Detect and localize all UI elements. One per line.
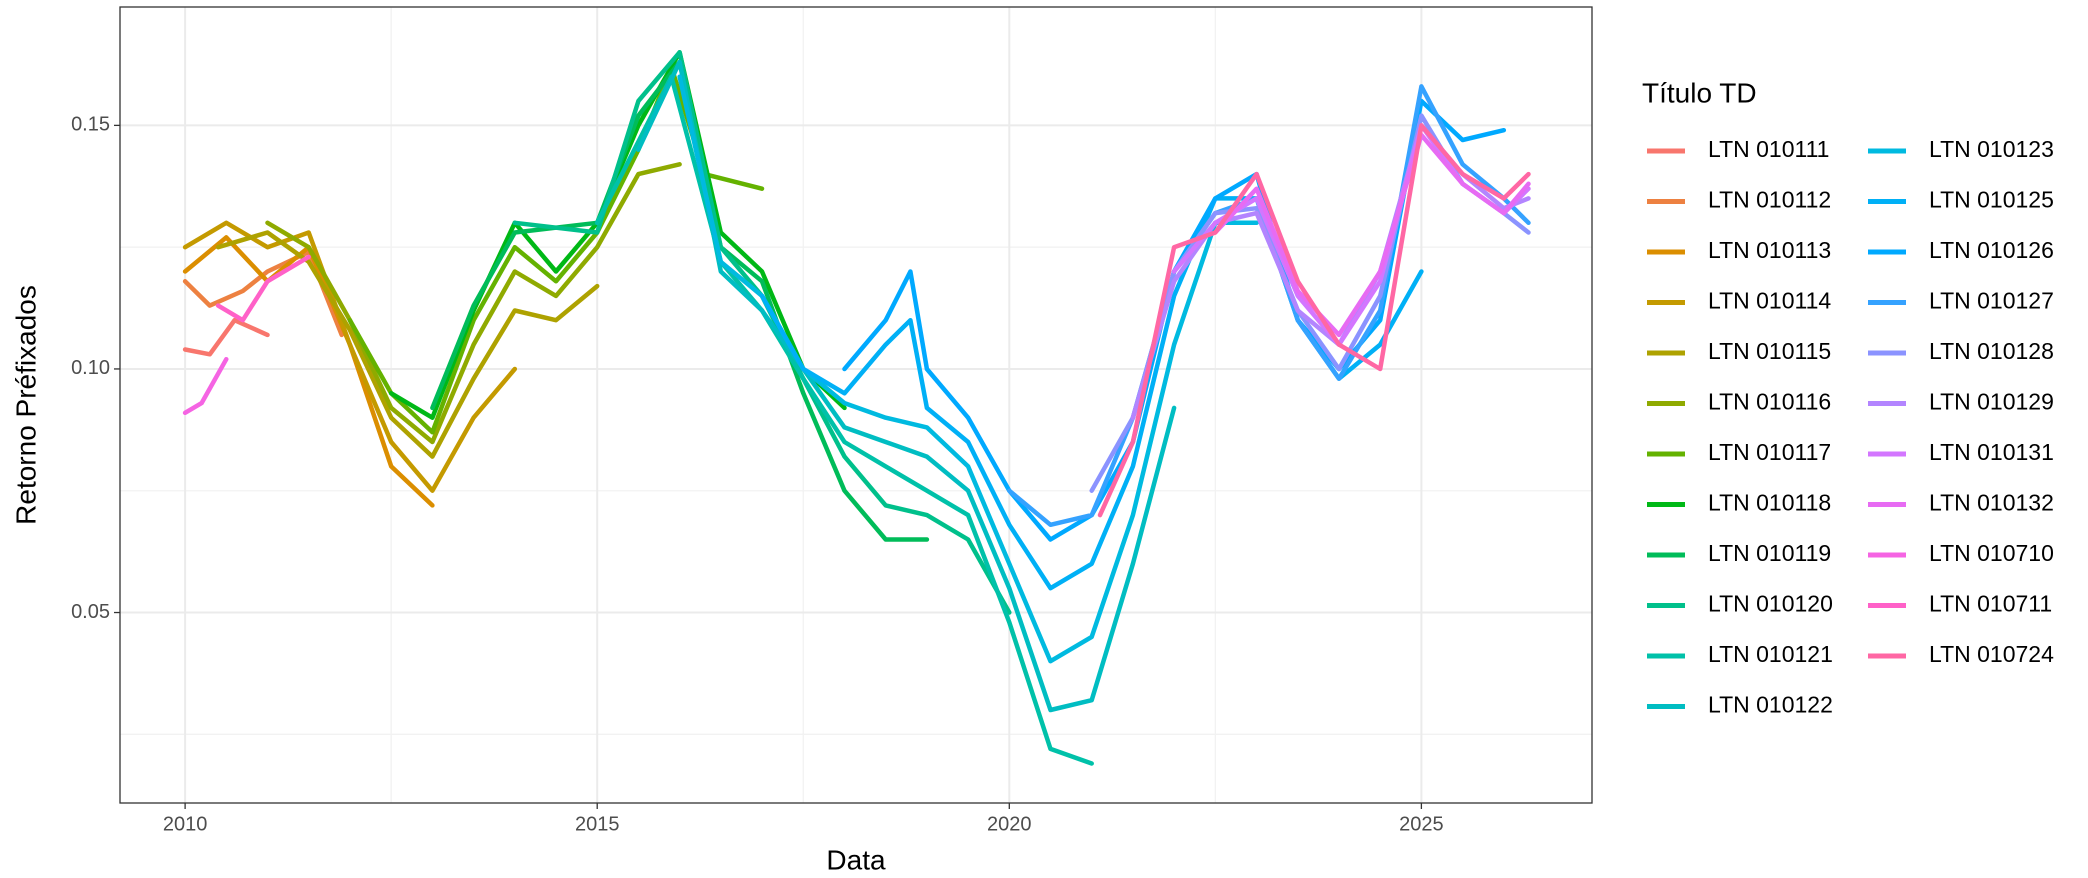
legend-label: LTN 010131 xyxy=(1929,439,2054,465)
lines xyxy=(182,50,1531,766)
legend-label: LTN 010119 xyxy=(1708,540,1831,566)
series-line xyxy=(1097,123,1531,518)
legend-label: LTN 010128 xyxy=(1929,338,2054,364)
legend-label: LTN 010116 xyxy=(1708,389,1831,415)
y-tick-label: 0.15 xyxy=(71,114,110,136)
legend-label: LTN 010129 xyxy=(1929,389,2054,415)
legend-label: LTN 010126 xyxy=(1929,237,2054,263)
legend: LTN 010111 LTN 010112 LTN 010113 LTN 010114… xyxy=(1647,136,2054,718)
legend-label: LTN 010117 xyxy=(1708,439,1831,465)
y-tick-label: 0.05 xyxy=(71,601,110,623)
legend-label: LTN 010112 xyxy=(1708,187,1831,213)
y-axis-title: Retorno Préfixados xyxy=(10,285,41,525)
series-line xyxy=(636,59,1177,713)
legend-label: LTN 010711 xyxy=(1929,591,2052,617)
series-line xyxy=(182,317,270,357)
series-line xyxy=(215,254,311,323)
series-line xyxy=(347,64,765,435)
legend-title: Título TD xyxy=(1642,77,1757,108)
series-line xyxy=(182,356,229,416)
legend-label: LTN 010114 xyxy=(1708,288,1831,314)
x-tick-label: 2025 xyxy=(1399,813,1444,835)
x-tick-label: 2010 xyxy=(163,813,208,835)
x-axis-title: Data xyxy=(826,844,886,875)
legend-label: LTN 010123 xyxy=(1929,136,2054,162)
legend-label: LTN 010710 xyxy=(1929,540,2054,566)
panel-border xyxy=(119,6,1593,804)
legend-label: LTN 010132 xyxy=(1929,490,2054,516)
series-line xyxy=(215,230,600,459)
legend-label: LTN 010125 xyxy=(1929,187,2054,213)
x-tick-label: 2015 xyxy=(575,813,620,835)
legend-label: LTN 010118 xyxy=(1708,490,1831,516)
legend-label: LTN 010111 xyxy=(1708,136,1829,162)
legend-label: LTN 010115 xyxy=(1708,338,1831,364)
legend-label: LTN 010122 xyxy=(1708,692,1833,718)
x-tick-label: 2020 xyxy=(987,813,1032,835)
legend-label: LTN 010113 xyxy=(1708,237,1831,263)
legend-label: LTN 010127 xyxy=(1929,288,2054,314)
y-tick-label: 0.10 xyxy=(71,357,110,379)
series-line xyxy=(265,162,682,445)
legend-label: LTN 010724 xyxy=(1929,641,2054,667)
legend-label: LTN 010121 xyxy=(1708,641,1833,667)
series-line xyxy=(1213,132,1531,338)
series-line xyxy=(182,220,518,493)
legend-label: LTN 010120 xyxy=(1708,591,1833,617)
